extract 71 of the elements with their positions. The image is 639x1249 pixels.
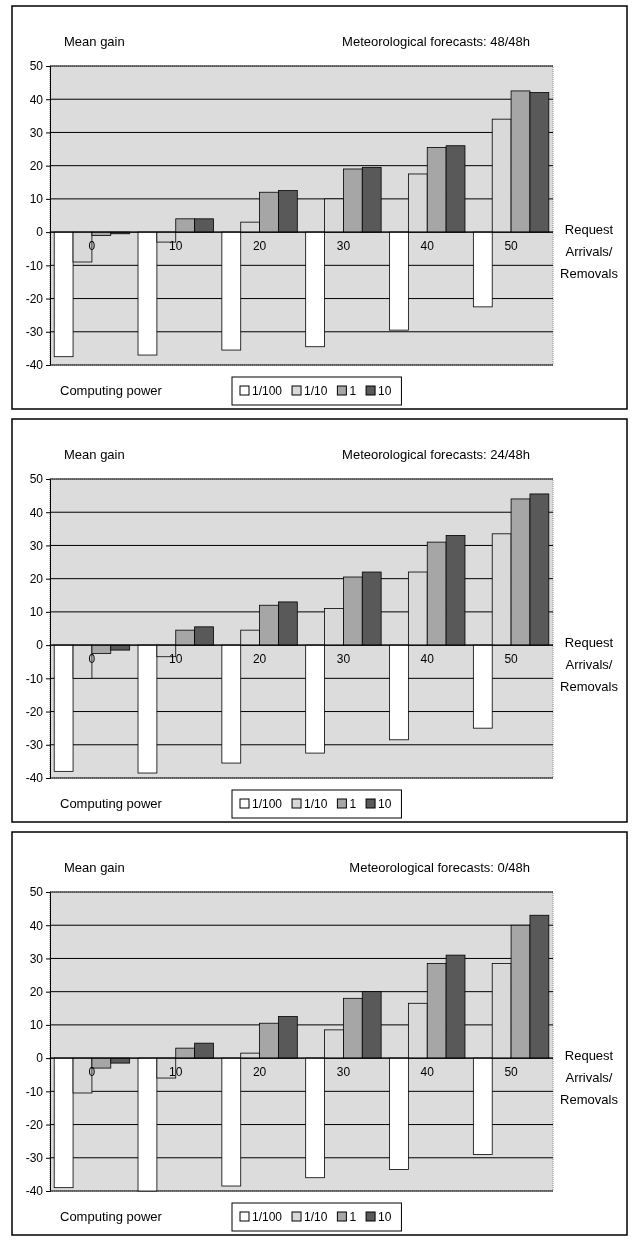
x-tick-label: 0 (88, 652, 96, 667)
legend-label: 1 (349, 1210, 357, 1224)
x-tick-label: 0 (88, 239, 96, 254)
y-tick-label: 0 (36, 225, 44, 240)
y-tick-label: 40 (29, 918, 44, 933)
y-tick-label: -20 (25, 704, 44, 719)
x-tick-label: 10 (169, 652, 183, 667)
legend-label: 1/10 (304, 1210, 328, 1224)
x-tick-label: 40 (420, 1065, 435, 1080)
x-tick-label: 50 (504, 1065, 519, 1080)
x-tick-label: 30 (336, 1065, 351, 1080)
y-tick-label: -40 (25, 1184, 44, 1199)
y-tick-label: 0 (36, 638, 44, 653)
legend-label: 10 (378, 1210, 392, 1224)
legend-label: 1/100 (252, 384, 283, 398)
y-tick-label: 10 (29, 192, 44, 207)
y-tick-label: 40 (29, 92, 44, 107)
y-tick-label: 30 (29, 951, 44, 966)
y-tick-label: 50 (29, 885, 44, 900)
legend-label: 1/100 (252, 1210, 283, 1224)
y-axis-title: Mean gain (64, 860, 125, 875)
chart-title: Meteorological forecasts: 24/48h (342, 447, 530, 462)
legend-label: 1 (349, 797, 357, 811)
y-tick-label: -40 (25, 358, 44, 373)
legend-label: 1 (349, 384, 357, 398)
y-tick-label: 50 (29, 59, 44, 74)
y-tick-label: 30 (29, 125, 44, 140)
x-axis-title: Request Arrivals/ Removals (560, 1048, 619, 1108)
x-axis-title: Request Arrivals/ Removals (560, 635, 619, 695)
y-tick-label: -30 (25, 325, 44, 340)
x-tick-label: 30 (336, 652, 351, 667)
y-tick-label: 50 (29, 472, 44, 487)
y-tick-label: -20 (25, 1117, 44, 1132)
x-axis-title: Request Arrivals/ Removals (560, 222, 619, 282)
legend-title: Computing power (60, 383, 163, 398)
y-axis-title: Mean gain (64, 34, 125, 49)
y-tick-label: 40 (29, 505, 44, 520)
x-tick-label: 10 (169, 239, 183, 254)
x-tick-label: 20 (252, 652, 267, 667)
y-tick-label: 20 (29, 159, 44, 174)
legend-title: Computing power (60, 796, 163, 811)
x-tick-label: 0 (88, 1065, 96, 1080)
legend-label: 1/10 (304, 384, 328, 398)
y-tick-label: -30 (25, 1151, 44, 1166)
x-tick-label: 20 (252, 1065, 267, 1080)
y-tick-label: 20 (29, 985, 44, 1000)
x-tick-label: 40 (420, 652, 435, 667)
y-tick-label: 10 (29, 605, 44, 620)
x-tick-label: 20 (252, 239, 267, 254)
y-tick-label: -20 (25, 291, 44, 306)
legend-label: 10 (378, 797, 392, 811)
x-tick-label: 30 (336, 239, 351, 254)
x-tick-label: 40 (420, 239, 435, 254)
y-tick-label: -10 (25, 671, 44, 686)
legend-label: 1/10 (304, 797, 328, 811)
y-tick-label: 0 (36, 1051, 44, 1066)
legend-label: 1/100 (252, 797, 283, 811)
legend-title: Computing power (60, 1209, 163, 1224)
y-tick-label: -40 (25, 771, 44, 786)
chart-title: Meteorological forecasts: 0/48h (349, 860, 530, 875)
y-tick-label: 30 (29, 538, 44, 553)
y-tick-label: 20 (29, 572, 44, 587)
x-tick-label: 50 (504, 239, 519, 254)
y-tick-label: -10 (25, 1084, 44, 1099)
y-axis-title: Mean gain (64, 447, 125, 462)
y-tick-label: -30 (25, 738, 44, 753)
y-tick-label: -10 (25, 258, 44, 273)
legend-label: 10 (378, 384, 392, 398)
y-tick-label: 10 (29, 1018, 44, 1033)
x-tick-label: 50 (504, 652, 519, 667)
chart-title: Meteorological forecasts: 48/48h (342, 34, 530, 49)
